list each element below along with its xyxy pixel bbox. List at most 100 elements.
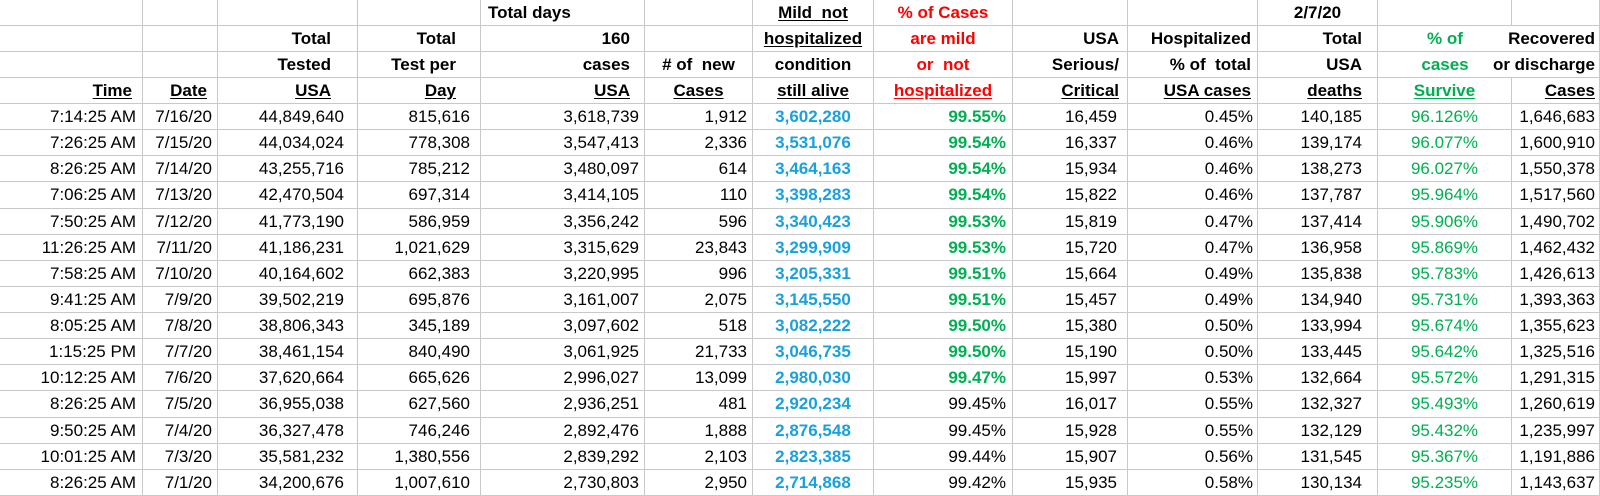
cell-pct_cases_survive[interactable]: 95.367% [1378, 443, 1512, 470]
cell-hospitalized_pct_of_total[interactable]: 0.49% [1128, 260, 1258, 287]
cell-new_cases[interactable]: 596 [645, 208, 753, 235]
cell-cases_usa[interactable]: 3,097,602 [481, 313, 645, 340]
cell-total_usa_deaths[interactable]: 135,838 [1258, 260, 1378, 287]
cell-time[interactable]: 11:26:25 AM [0, 234, 143, 261]
cell-hospitalized_pct_of_total[interactable]: 0.50% [1128, 339, 1258, 366]
cell-cases_usa[interactable]: 3,480,097 [481, 156, 645, 183]
cell-time[interactable]: 1:15:25 PM [0, 339, 143, 366]
cell-mild_not_hospitalized[interactable]: 3,205,331 [753, 260, 874, 287]
cell-recovered_or_discharged[interactable]: 1,191,886 [1512, 443, 1600, 470]
cell-usa_serious_critical[interactable]: 15,934 [1013, 156, 1128, 183]
cell-total_test_per_day[interactable]: 627,560 [358, 391, 481, 418]
cell-recovered_or_discharged[interactable]: 1,235,997 [1512, 417, 1600, 444]
cell-mild_not_hospitalized[interactable]: 2,876,548 [753, 417, 874, 444]
header-cell-total_tested_usa-row1[interactable] [218, 0, 358, 26]
cell-recovered_or_discharged[interactable]: 1,355,623 [1512, 313, 1600, 340]
cell-usa_serious_critical[interactable]: 16,459 [1013, 104, 1128, 131]
header-cell-pct_mild_not_hospitalized-row3[interactable]: or not [874, 52, 1013, 78]
cell-cases_usa[interactable]: 3,618,739 [481, 104, 645, 131]
cell-recovered_or_discharged[interactable]: 1,393,363 [1512, 286, 1600, 313]
cell-total_test_per_day[interactable]: 662,383 [358, 260, 481, 287]
cell-date[interactable]: 7/1/20 [143, 469, 218, 496]
header-cell-recovered_or_discharged-row3[interactable]: or discharge [1493, 52, 1600, 78]
cell-hospitalized_pct_of_total[interactable]: 0.46% [1128, 130, 1258, 157]
cell-total_tested_usa[interactable]: 43,255,716 [218, 156, 358, 183]
cell-pct_cases_survive[interactable]: 96.027% [1378, 156, 1512, 183]
cell-date[interactable]: 7/12/20 [143, 208, 218, 235]
cell-total_tested_usa[interactable]: 44,034,024 [218, 130, 358, 157]
cell-hospitalized_pct_of_total[interactable]: 0.46% [1128, 182, 1258, 209]
cell-pct_mild_not_hospitalized[interactable]: 99.47% [874, 365, 1013, 392]
header-cell-pct_cases_survive-row1[interactable] [1378, 0, 1512, 26]
cell-usa_serious_critical[interactable]: 15,380 [1013, 313, 1128, 340]
cell-total_test_per_day[interactable]: 665,626 [358, 365, 481, 392]
cell-date[interactable]: 7/3/20 [143, 443, 218, 470]
cell-mild_not_hospitalized[interactable]: 2,980,030 [753, 365, 874, 392]
cell-pct_cases_survive[interactable]: 95.869% [1378, 234, 1512, 261]
cell-total_usa_deaths[interactable]: 136,958 [1258, 234, 1378, 261]
cell-pct_cases_survive[interactable]: 95.642% [1378, 339, 1512, 366]
cell-pct_mild_not_hospitalized[interactable]: 99.51% [874, 286, 1013, 313]
cell-total_usa_deaths[interactable]: 138,273 [1258, 156, 1378, 183]
cell-total_usa_deaths[interactable]: 137,787 [1258, 182, 1378, 209]
cell-total_tested_usa[interactable]: 42,470,504 [218, 182, 358, 209]
cell-date[interactable]: 7/8/20 [143, 313, 218, 340]
cell-pct_cases_survive[interactable]: 95.493% [1378, 391, 1512, 418]
cell-mild_not_hospitalized[interactable]: 3,082,222 [753, 313, 874, 340]
cell-new_cases[interactable]: 2,336 [645, 130, 753, 157]
cell-time[interactable]: 8:26:25 AM [0, 391, 143, 418]
cell-usa_serious_critical[interactable]: 15,935 [1013, 469, 1128, 496]
cell-date[interactable]: 7/13/20 [143, 182, 218, 209]
cell-usa_serious_critical[interactable]: 15,819 [1013, 208, 1128, 235]
cell-hospitalized_pct_of_total[interactable]: 0.45% [1128, 104, 1258, 131]
cell-total_usa_deaths[interactable]: 132,664 [1258, 365, 1378, 392]
header-cell-recovered_or_discharged-row2[interactable]: Recovered [1508, 26, 1600, 52]
header-cell-hospitalized_pct_of_total-row1[interactable] [1128, 0, 1258, 26]
header-cell-usa_serious_critical-row2[interactable]: USA [1013, 26, 1128, 52]
cell-total_test_per_day[interactable]: 815,616 [358, 104, 481, 131]
cell-cases_usa[interactable]: 3,414,105 [481, 182, 645, 209]
cell-total_tested_usa[interactable]: 40,164,602 [218, 260, 358, 287]
header-cell-time-row4[interactable]: Time [0, 78, 143, 104]
cell-total_usa_deaths[interactable]: 137,414 [1258, 208, 1378, 235]
header-cell-usa_serious_critical-row3[interactable]: Serious/ [1013, 52, 1128, 78]
cell-total_test_per_day[interactable]: 1,007,610 [358, 469, 481, 496]
header-cell-new_cases-row2[interactable] [645, 26, 753, 52]
cell-pct_cases_survive[interactable]: 95.783% [1378, 260, 1512, 287]
cell-mild_not_hospitalized[interactable]: 3,464,163 [753, 156, 874, 183]
header-cell-total_test_per_day-row4[interactable]: Day [358, 78, 481, 104]
cell-mild_not_hospitalized[interactable]: 3,340,423 [753, 208, 874, 235]
cell-total_test_per_day[interactable]: 785,212 [358, 156, 481, 183]
cell-recovered_or_discharged[interactable]: 1,291,315 [1512, 365, 1600, 392]
header-cell-time-row1[interactable] [0, 0, 143, 26]
cell-new_cases[interactable]: 481 [645, 391, 753, 418]
header-cell-pct_cases_survive-row3[interactable]: cases [1378, 52, 1512, 78]
header-cell-pct_cases_survive-row4[interactable]: Survive [1378, 78, 1512, 104]
cell-hospitalized_pct_of_total[interactable]: 0.56% [1128, 443, 1258, 470]
cell-time[interactable]: 7:14:25 AM [0, 104, 143, 131]
header-cell-date-row3[interactable] [143, 52, 218, 78]
cell-pct_mild_not_hospitalized[interactable]: 99.51% [874, 260, 1013, 287]
cell-pct_cases_survive[interactable]: 95.674% [1378, 313, 1512, 340]
cell-date[interactable]: 7/11/20 [143, 234, 218, 261]
cell-mild_not_hospitalized[interactable]: 3,299,909 [753, 234, 874, 261]
cell-pct_mild_not_hospitalized[interactable]: 99.45% [874, 391, 1013, 418]
header-cell-new_cases-row4[interactable]: Cases [645, 78, 753, 104]
header-cell-mild_not_hospitalized-row4[interactable]: still alive [753, 78, 874, 104]
header-cell-hospitalized_pct_of_total-row2[interactable]: Hospitalized [1128, 26, 1258, 52]
cell-recovered_or_discharged[interactable]: 1,325,516 [1512, 339, 1600, 366]
cell-total_test_per_day[interactable]: 695,876 [358, 286, 481, 313]
cell-date[interactable]: 7/4/20 [143, 417, 218, 444]
cell-total_usa_deaths[interactable]: 140,185 [1258, 104, 1378, 131]
cell-mild_not_hospitalized[interactable]: 3,145,550 [753, 286, 874, 313]
cell-total_test_per_day[interactable]: 586,959 [358, 208, 481, 235]
cell-time[interactable]: 9:50:25 AM [0, 417, 143, 444]
cell-pct_cases_survive[interactable]: 95.964% [1378, 182, 1512, 209]
cell-new_cases[interactable]: 996 [645, 260, 753, 287]
cell-usa_serious_critical[interactable]: 15,664 [1013, 260, 1128, 287]
cell-pct_mild_not_hospitalized[interactable]: 99.54% [874, 130, 1013, 157]
cell-pct_mild_not_hospitalized[interactable]: 99.42% [874, 469, 1013, 496]
cell-date[interactable]: 7/10/20 [143, 260, 218, 287]
cell-new_cases[interactable]: 2,103 [645, 443, 753, 470]
cell-total_tested_usa[interactable]: 34,200,676 [218, 469, 358, 496]
